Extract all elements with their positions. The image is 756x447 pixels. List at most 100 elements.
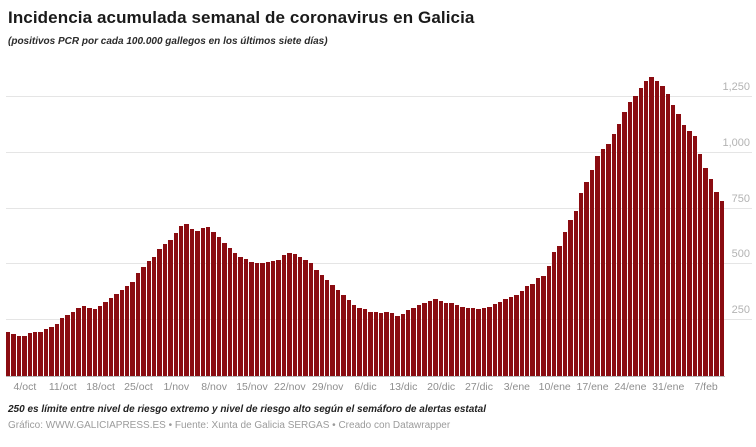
bar [481, 308, 487, 376]
bar [692, 135, 697, 376]
bar [189, 228, 195, 376]
bar [130, 281, 135, 376]
chart-header: Incidencia acumulada semanal de coronavi… [0, 0, 756, 47]
bar [492, 304, 497, 376]
bar [606, 143, 611, 376]
bar [216, 236, 222, 376]
bar [206, 227, 211, 376]
bar [184, 224, 189, 376]
bar [557, 245, 562, 376]
bar [141, 266, 146, 376]
bar [119, 290, 124, 376]
bar [254, 262, 260, 376]
gridline [6, 207, 752, 209]
bar [146, 260, 151, 376]
bar [616, 123, 622, 376]
bar [622, 112, 627, 376]
x-tick-label: 31/ene [652, 381, 685, 393]
x-tick-label: 7/feb [694, 381, 718, 393]
bar [16, 335, 22, 376]
bar [681, 124, 687, 376]
bar [38, 331, 43, 376]
bar [541, 276, 546, 376]
bar [324, 279, 330, 376]
bar [200, 228, 206, 376]
bar [233, 253, 238, 376]
bar [11, 334, 16, 376]
bar [211, 231, 216, 376]
bar [595, 156, 600, 376]
bar [411, 308, 416, 376]
bar [514, 294, 519, 376]
bar [357, 308, 362, 376]
bar [525, 286, 530, 376]
bar [698, 153, 703, 376]
x-tick-label: 3/ene [503, 381, 530, 393]
chart-subtitle: (positivos PCR por cada 100.000 gallegos… [8, 36, 328, 47]
bar [346, 300, 351, 376]
bar [173, 233, 178, 376]
bar [579, 192, 584, 376]
bar [22, 336, 27, 376]
bar [341, 294, 346, 376]
bar [573, 210, 579, 376]
bar [449, 303, 454, 376]
bar [438, 300, 443, 376]
x-axis-baseline [6, 376, 725, 377]
bar [249, 261, 254, 376]
x-tick-label: 24/ene [614, 381, 647, 393]
bar [433, 299, 438, 376]
bar [660, 85, 665, 376]
bar [708, 178, 714, 376]
bar [454, 304, 460, 376]
x-tick-label: 1/nov [163, 381, 190, 393]
plot-area: 250 500 750 1,000 1,250 [6, 60, 756, 377]
x-tick-label: 11/oct [48, 381, 77, 393]
x-tick-label: 22/nov [274, 381, 306, 393]
bar [546, 265, 552, 376]
bar [87, 308, 92, 376]
bar [719, 200, 725, 376]
bar [670, 104, 676, 376]
bar [260, 263, 265, 376]
bar [281, 254, 287, 376]
bar [611, 133, 616, 376]
bar [103, 301, 108, 376]
bar [135, 273, 141, 376]
x-tick-label: 18/oct [86, 381, 115, 393]
bar [314, 269, 319, 376]
bar-series [6, 60, 725, 376]
bar [92, 309, 97, 376]
gridline [6, 319, 752, 321]
bar [151, 256, 157, 376]
bar [460, 306, 465, 376]
chart-title: Incidencia acumulada semanal de coronavi… [8, 8, 475, 27]
x-tick-label: 10/ene [538, 381, 571, 393]
bar [352, 304, 357, 376]
bar [633, 95, 638, 376]
x-tick-label: 8/nov [201, 381, 227, 393]
bar [503, 299, 508, 376]
bar [70, 311, 76, 376]
bar [703, 168, 708, 376]
bar [395, 315, 400, 376]
x-tick-label: 4/oct [13, 381, 37, 393]
bar [627, 102, 633, 376]
x-tick-label: 25/oct [124, 381, 153, 393]
y-tick-label: 1,000 [722, 136, 750, 149]
bar [319, 275, 324, 376]
gridline [6, 263, 752, 265]
x-tick-label: 27/dic [465, 381, 494, 393]
bar [76, 307, 81, 376]
bar [508, 297, 514, 376]
bar [714, 191, 719, 376]
bar [335, 290, 341, 376]
bar [422, 302, 427, 376]
bar [270, 260, 276, 376]
bar [287, 252, 292, 376]
bar [638, 87, 643, 376]
bar [427, 300, 433, 376]
bar [227, 248, 233, 376]
bar [643, 81, 649, 376]
